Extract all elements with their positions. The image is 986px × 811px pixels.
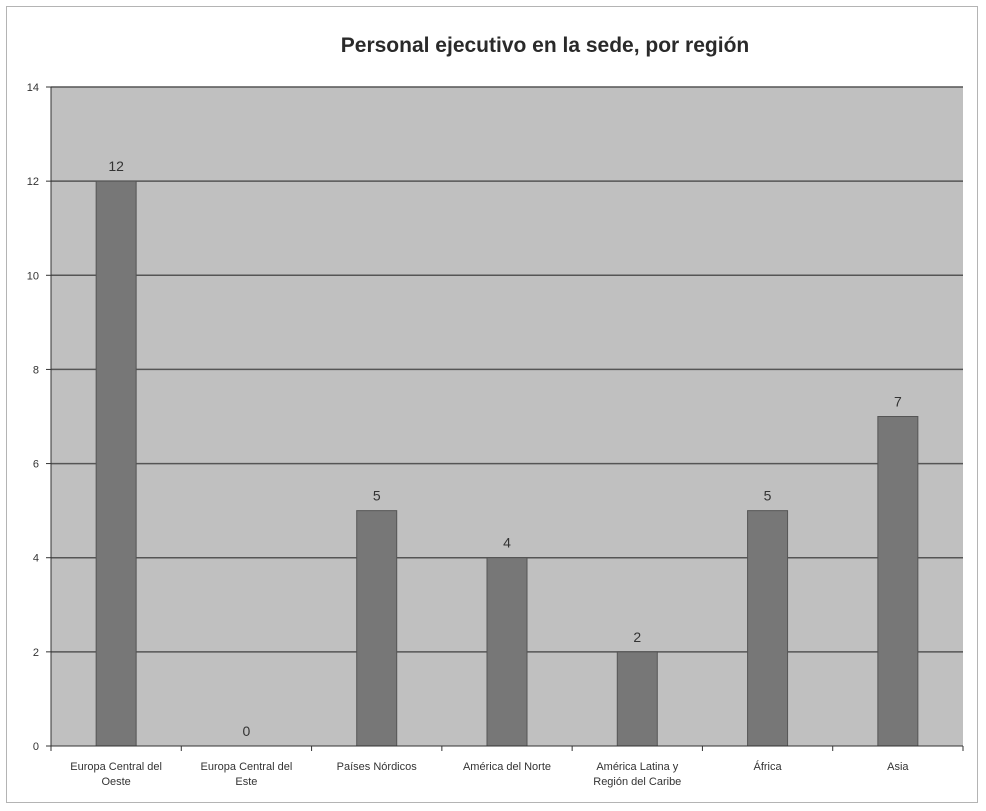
x-axis: Europa Central del Oeste Europa Central de… (50, 745, 964, 788)
data-labels: 12 0 5 4 2 5 7 (108, 158, 902, 739)
data-label: 5 (373, 488, 381, 504)
data-label: 12 (108, 158, 124, 174)
data-label: 0 (243, 723, 251, 739)
bar (747, 510, 789, 747)
y-tick-label: 8 (33, 364, 39, 376)
y-tick-label: 2 (33, 647, 39, 659)
bar (356, 510, 398, 747)
bar-chart: Personal ejecutivo en la sede, por regió… (27, 34, 964, 788)
data-label: 5 (764, 488, 772, 504)
bar (486, 557, 528, 747)
y-tick-label: 4 (33, 553, 39, 565)
bar (616, 651, 658, 747)
x-tick-label: África (754, 760, 783, 773)
x-tick-label: Países Nórdicos (337, 761, 418, 773)
x-tick-label: América del Norte (463, 761, 551, 773)
y-tick-label: 0 (33, 741, 39, 753)
data-label: 7 (894, 394, 902, 410)
y-axis: 0 2 4 6 8 10 12 14 (27, 82, 52, 753)
x-tick-label: América Latina y Región del Caribe (593, 761, 681, 788)
chart-frame: Personal ejecutivo en la sede, por regió… (6, 6, 978, 803)
bar (877, 416, 919, 747)
data-label: 2 (633, 629, 641, 645)
bar (95, 180, 137, 747)
y-tick-label: 6 (33, 459, 39, 471)
y-tick-label: 12 (27, 176, 39, 188)
y-tick-label: 10 (27, 270, 39, 282)
x-tick-label: Europa Central del Este (201, 761, 293, 788)
x-tick-label: Europa Central del Oeste (70, 761, 162, 788)
data-label: 4 (503, 535, 511, 551)
chart-title: Personal ejecutivo en la sede, por regió… (341, 34, 749, 57)
y-tick-label: 14 (27, 82, 39, 94)
x-tick-label: Asia (887, 761, 909, 773)
